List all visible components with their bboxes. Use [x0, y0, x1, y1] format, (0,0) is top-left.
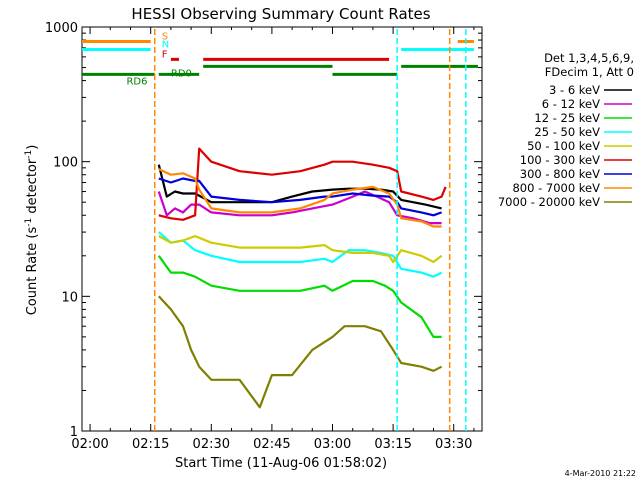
- legend-label: 12 - 25 keV: [534, 111, 600, 125]
- y-tick-label: 1: [70, 425, 78, 440]
- series-line: [158, 147, 447, 221]
- series-line: [157, 190, 442, 225]
- series-line: [158, 235, 443, 264]
- legend-label: 3 - 6 keV: [549, 83, 600, 97]
- status-bars: SNFRD0RD6: [82, 32, 478, 87]
- plot-frame: [81, 26, 483, 432]
- x-axis-label: Start Time (11-Aug-06 01:58:02): [175, 456, 387, 471]
- legend-label: 7000 - 20000 keV: [498, 195, 600, 209]
- y-axis-label: Count Rate (s-1 detector-1): [24, 145, 40, 316]
- x-tick-label: 02:00: [71, 437, 108, 452]
- legend-label: 100 - 300 keV: [520, 153, 600, 167]
- series-line: [157, 295, 443, 409]
- x-tick-label: 02:30: [193, 437, 230, 452]
- status-bar-label: F: [162, 49, 168, 60]
- status-bar-label: RD6: [126, 76, 147, 87]
- axes-ticks: 02:00 02:15 02:30 02:45 03:00 03:15 03:30 1 10 10…: [45, 21, 482, 452]
- x-tick-label: 03:30: [435, 437, 472, 452]
- legend-header-line-1: Det 1,3,4,5,6,9,: [544, 51, 634, 65]
- y-tick-label: 1000: [45, 21, 78, 36]
- legend-label: 800 - 7000 keV: [512, 181, 600, 195]
- x-tick-label: 03:00: [314, 437, 351, 452]
- y-tick-label: 100: [53, 156, 78, 171]
- series-line: [157, 164, 442, 210]
- x-tick-label: 03:15: [374, 437, 411, 452]
- series-lines: [157, 147, 447, 409]
- x-tick-label: 02:15: [132, 437, 169, 452]
- status-bar-label: N: [162, 40, 169, 51]
- y-tick-label: 10: [61, 290, 78, 305]
- legend-label: 50 - 100 keV: [527, 139, 600, 153]
- legend-label: 6 - 12 keV: [542, 97, 600, 111]
- series-line: [158, 231, 443, 278]
- x-tick-label: 02:45: [253, 437, 290, 452]
- series-line: [157, 255, 442, 338]
- legend-label: 300 - 800 keV: [520, 167, 600, 181]
- status-bar-label: S: [162, 32, 168, 43]
- series-line: [158, 168, 442, 228]
- legend-label: 25 - 50 keV: [534, 125, 600, 139]
- legend-header-line-2: FDecim 1, Att 0: [545, 65, 634, 79]
- chart-title: HESSI Observing Summary Count Rates: [131, 5, 430, 23]
- vertical-markers: [153, 29, 467, 431]
- footer-date: 4-Mar-2010 21:22: [565, 469, 636, 478]
